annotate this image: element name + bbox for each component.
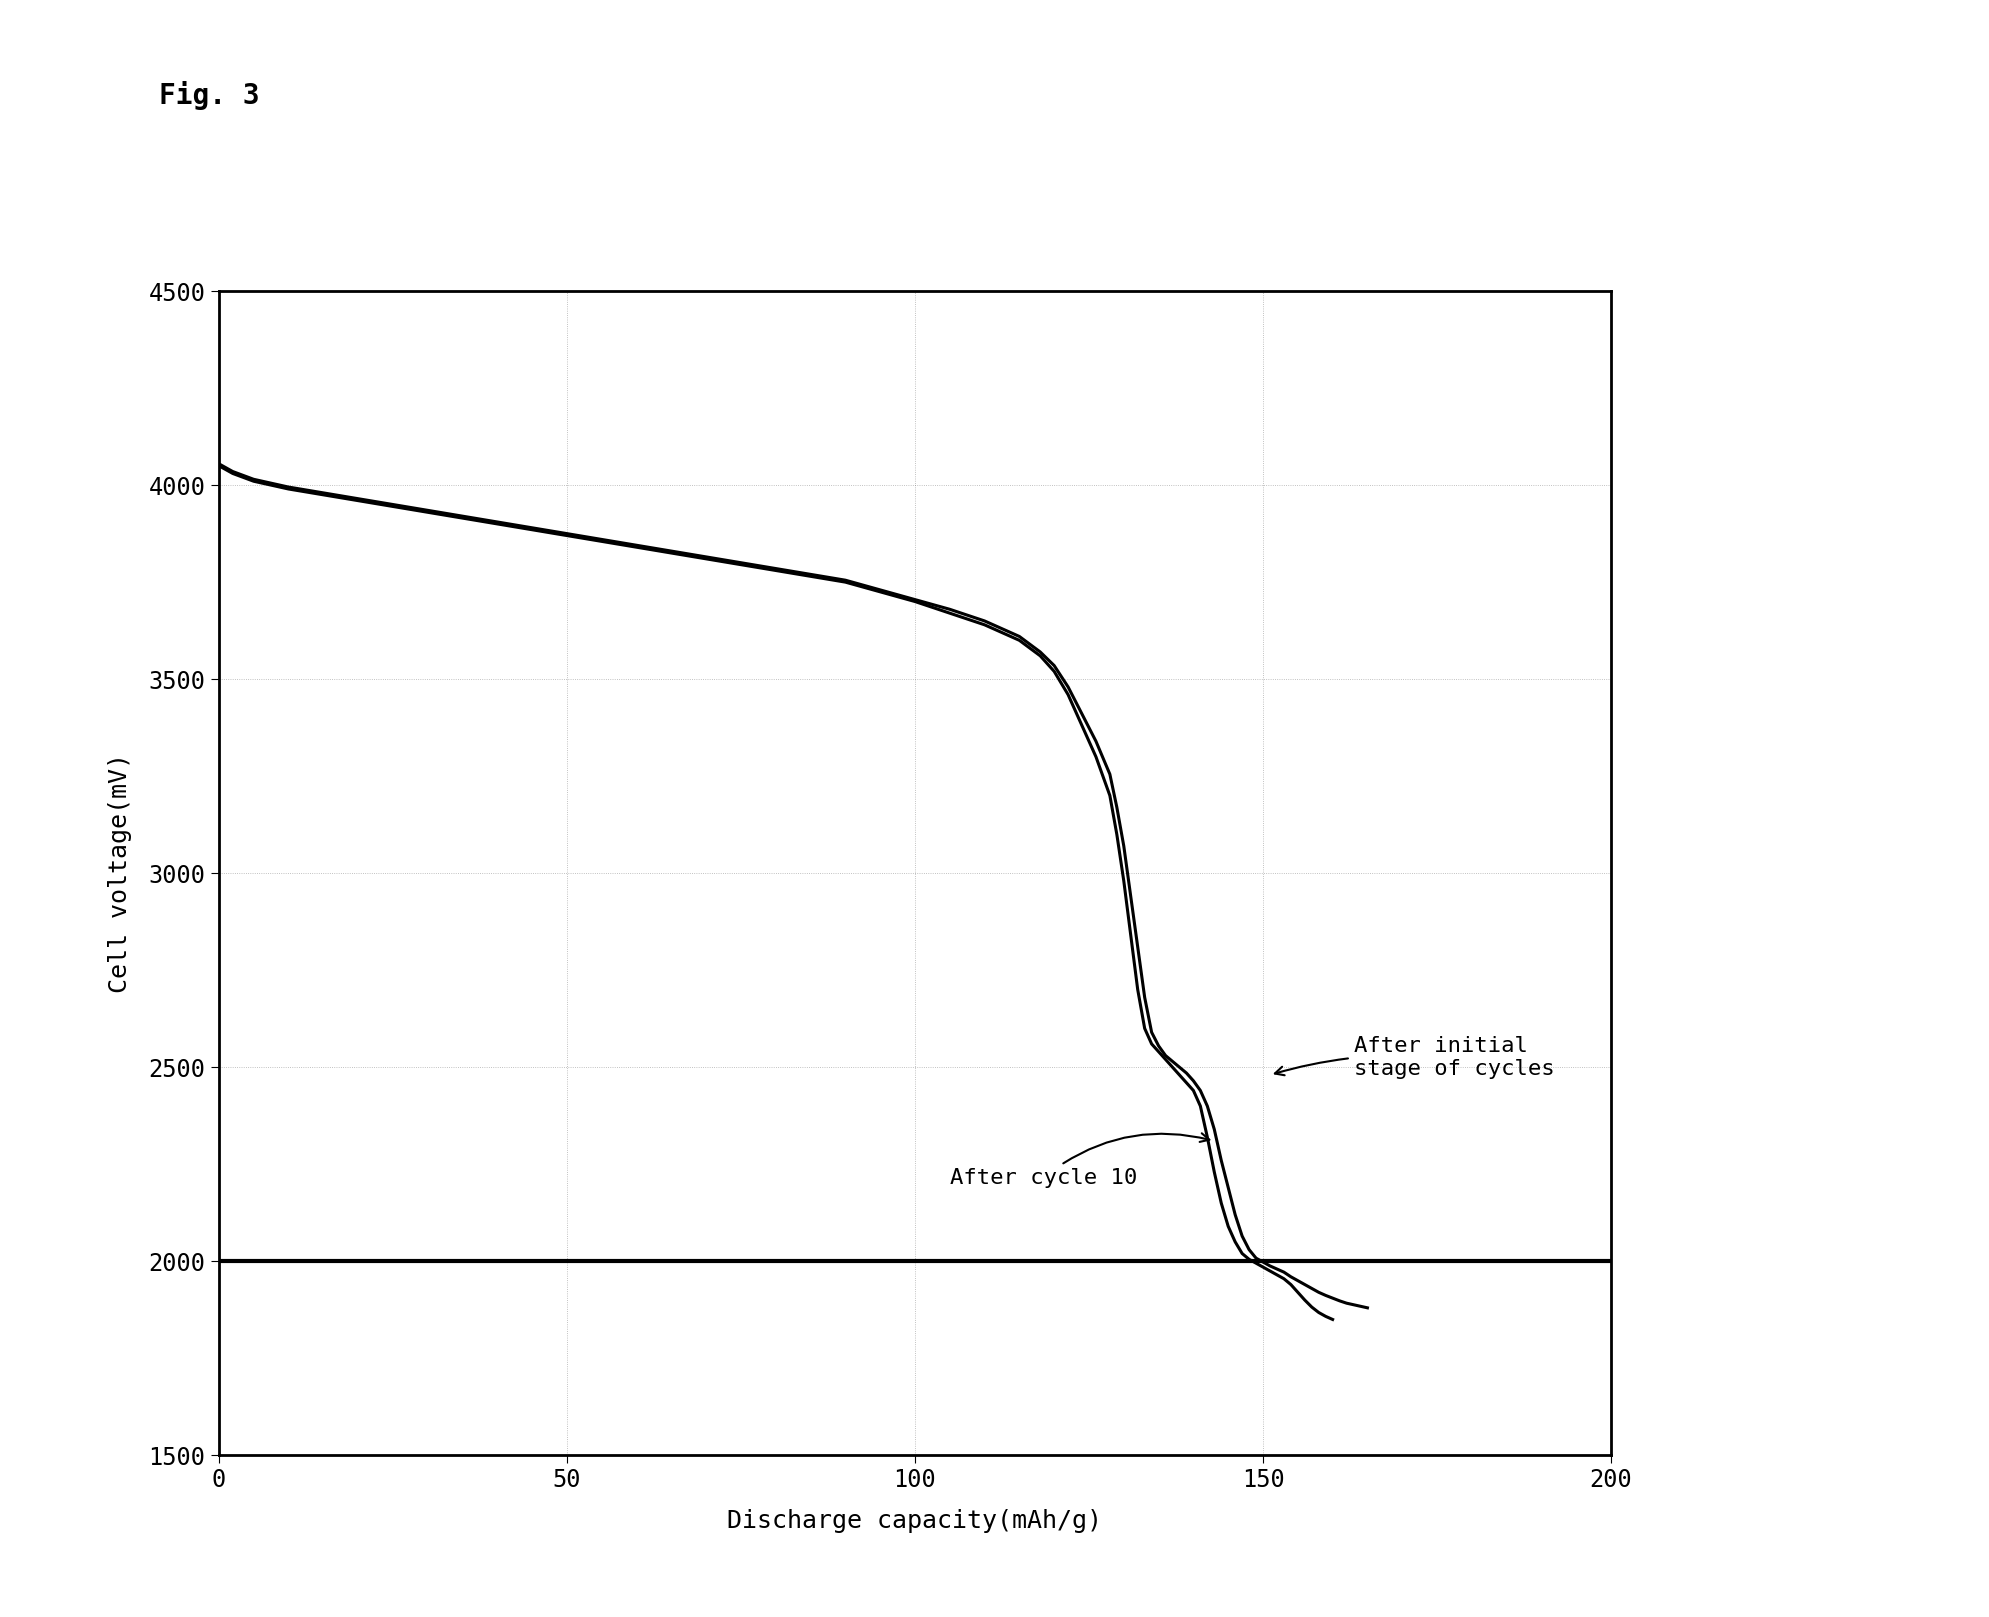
Y-axis label: Cell voltage(mV): Cell voltage(mV) [107,754,131,993]
Text: Fig. 3: Fig. 3 [159,81,261,110]
X-axis label: Discharge capacity(mAh/g): Discharge capacity(mAh/g) [728,1509,1102,1533]
Text: After initial
stage of cycles: After initial stage of cycles [1275,1036,1553,1079]
Text: After cycle 10: After cycle 10 [949,1134,1209,1187]
